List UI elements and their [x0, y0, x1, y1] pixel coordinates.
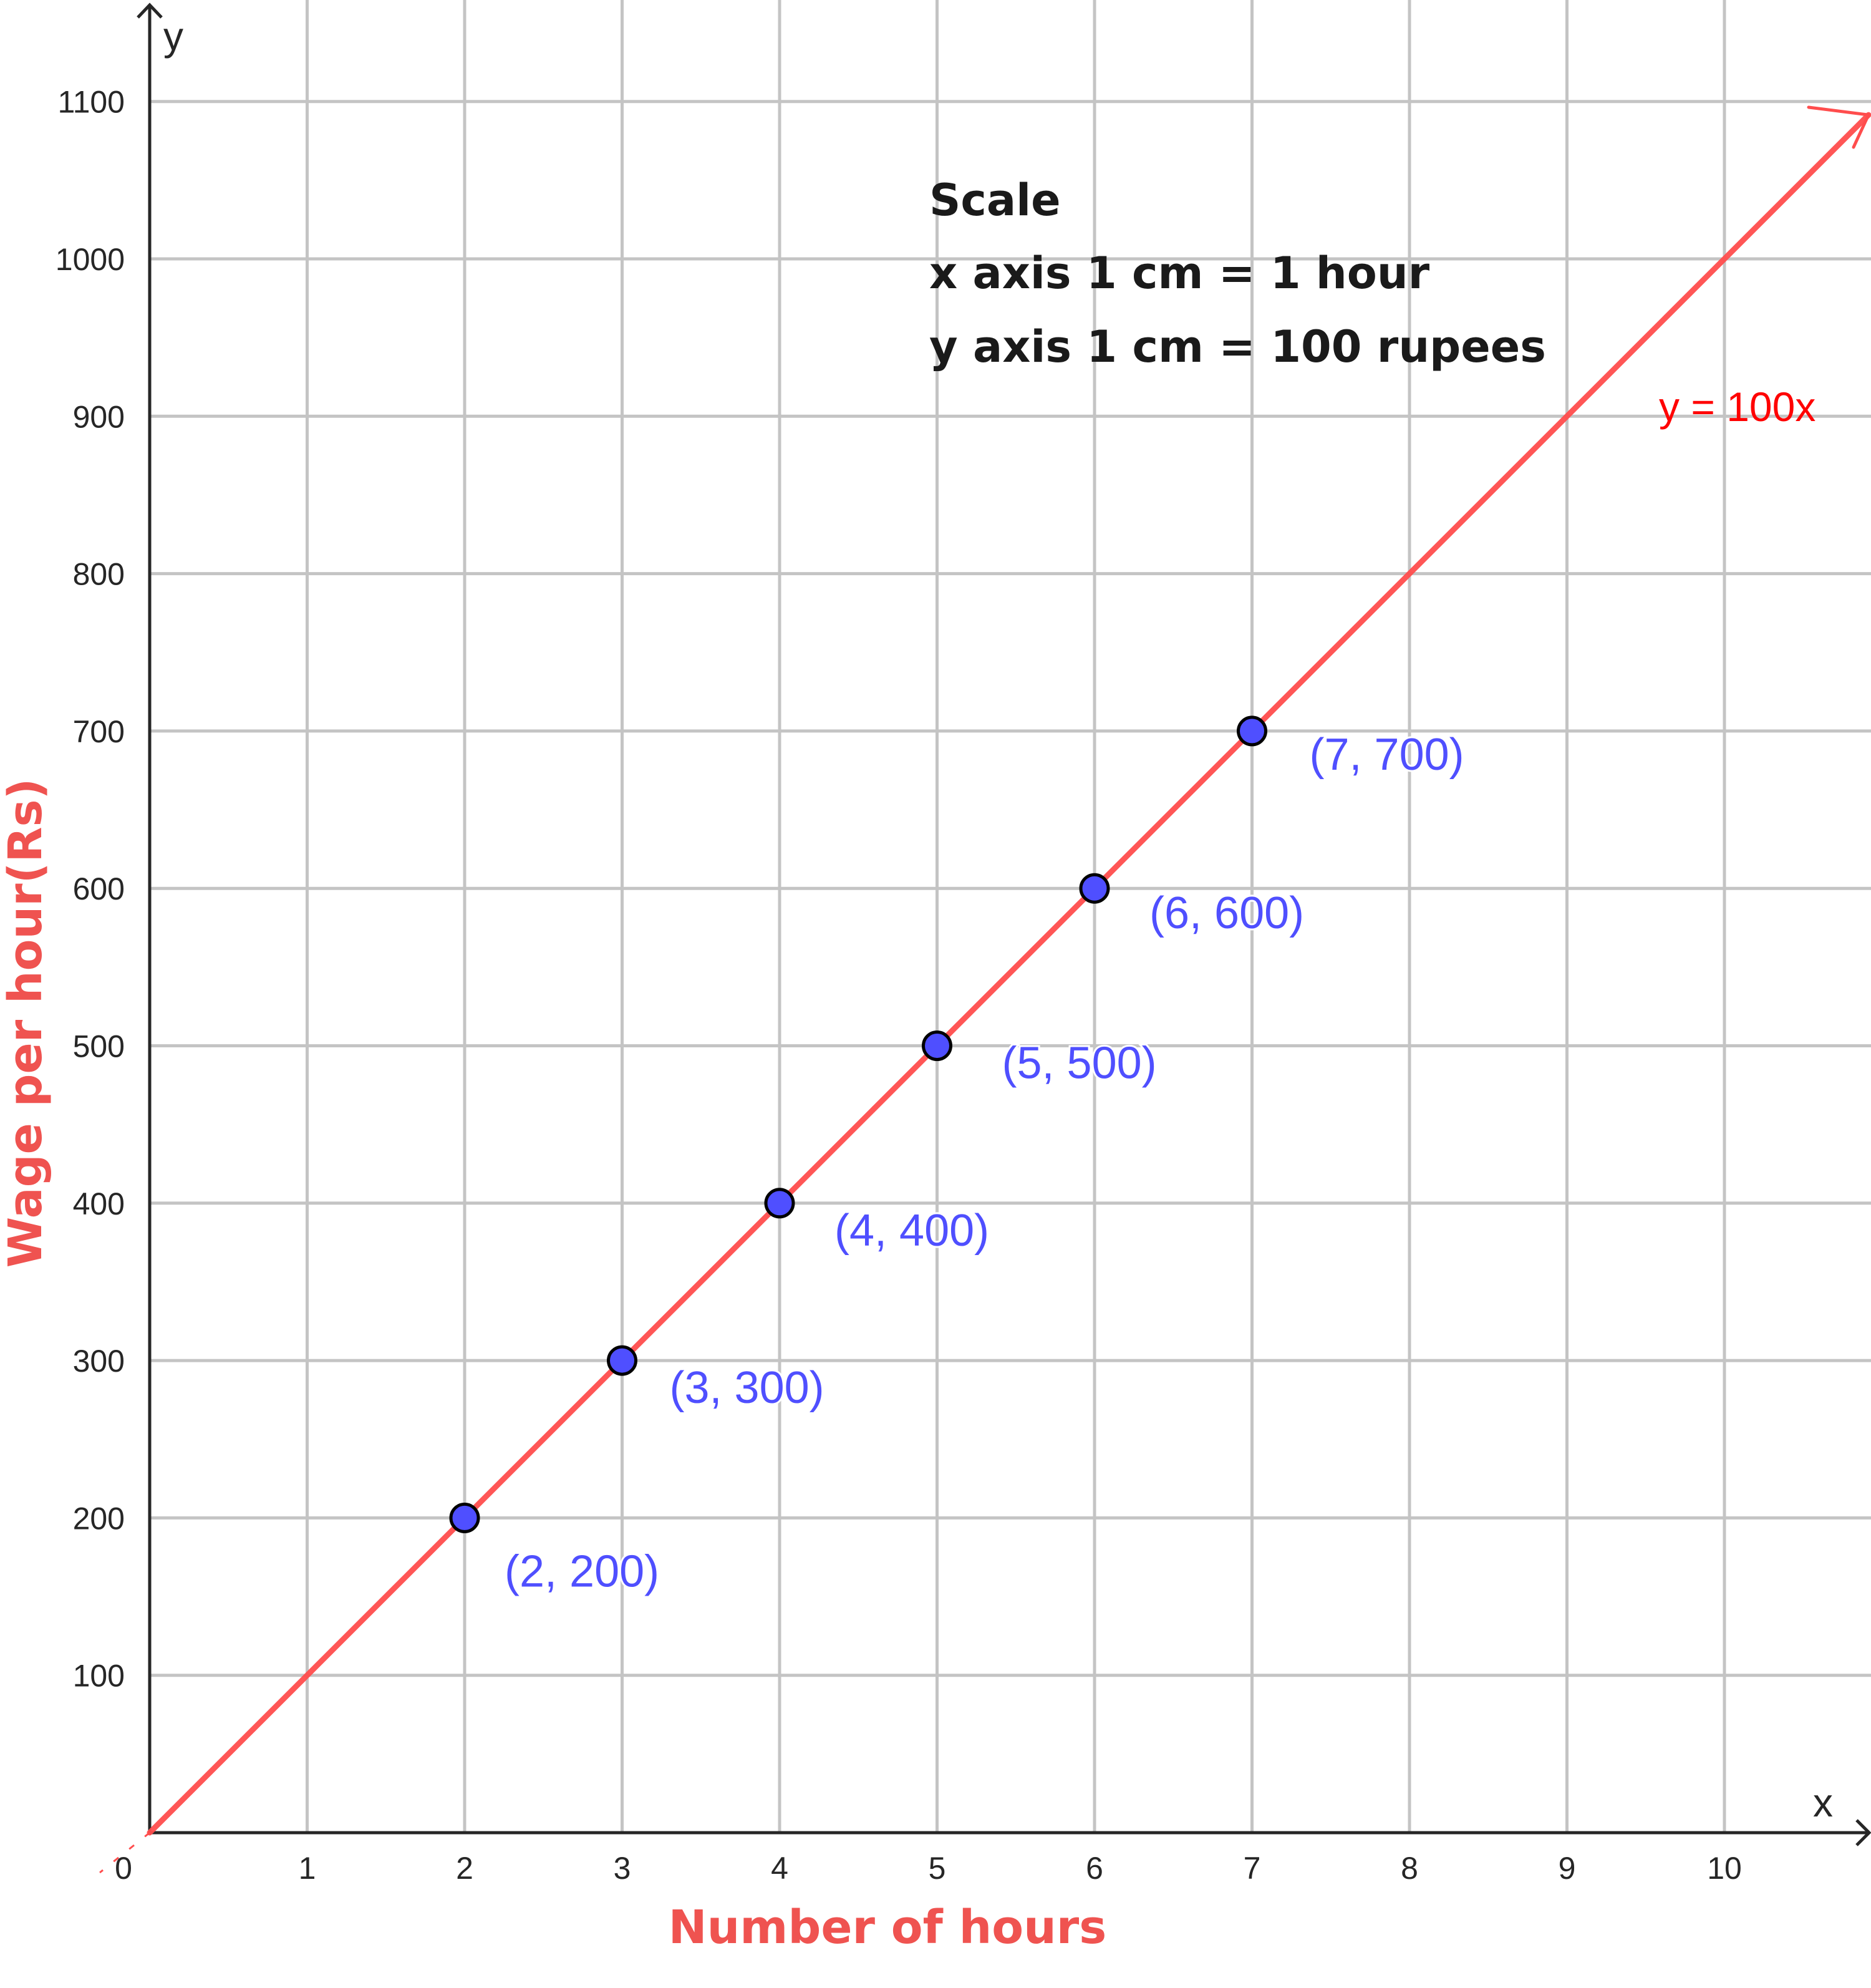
- data-point-label: (4, 400): [834, 1206, 989, 1256]
- x-tick-label: 2: [456, 1851, 473, 1886]
- y-axis-symbol: y: [163, 14, 183, 59]
- x-tick-label: 6: [1086, 1851, 1103, 1886]
- data-point: [922, 1030, 952, 1061]
- data-point: [607, 1345, 637, 1376]
- x-tick-label: 5: [929, 1851, 946, 1886]
- data-point-label: (2, 200): [505, 1546, 659, 1596]
- y-tick-label: 1100: [57, 85, 125, 120]
- scale-x-note: x axis 1 cm = 1 hour: [929, 248, 1430, 299]
- y-tick-label: 500: [73, 1029, 125, 1064]
- data-point: [1237, 715, 1267, 747]
- y-tick-label: 400: [73, 1186, 125, 1221]
- y-tick-label: 600: [73, 871, 125, 906]
- scale-y-note: y axis 1 cm = 100 rupees: [929, 321, 1546, 372]
- x-tick-label: 1: [299, 1851, 316, 1886]
- y-tick-label: 300: [73, 1344, 125, 1379]
- x-axis-title: Number of hours: [669, 1901, 1107, 1954]
- x-axis-symbol: x: [1813, 1780, 1833, 1825]
- x-tick-label: 0: [115, 1851, 132, 1886]
- data-point-label: (3, 300): [670, 1363, 824, 1413]
- data-point: [764, 1188, 795, 1219]
- y-tick-label: 200: [73, 1501, 125, 1536]
- y-tick-label: 900: [73, 399, 125, 434]
- x-tick-label: 10: [1707, 1851, 1742, 1886]
- y-tick-label: 100: [73, 1659, 125, 1694]
- x-tick-label: 7: [1244, 1851, 1261, 1886]
- tick-labels: 0 1 2 3 4 5 6 7 8 9 10 100 200 300 400 500 600 700 800 900 1…: [56, 85, 1742, 1886]
- data-points: (2, 200) (3, 300) (4, 400) (5, 500) (6, 600)…: [449, 715, 1466, 1598]
- equation-label: y = 100x: [1659, 384, 1815, 430]
- y-tick-label: 700: [73, 714, 125, 749]
- data-point: [1079, 873, 1110, 904]
- scale-title: Scale: [929, 175, 1061, 226]
- y-tick-label: 1000: [56, 242, 125, 277]
- x-tick-label: 4: [771, 1851, 788, 1886]
- x-axis-arrow-icon: [1855, 1819, 1871, 1846]
- function-line: [147, 112, 1871, 1836]
- x-tick-label: 3: [614, 1851, 631, 1886]
- data-point: [449, 1502, 480, 1533]
- data-point-label: (7, 700): [1310, 730, 1464, 780]
- line-y-equals-100x: [99, 105, 1871, 1874]
- axes: [137, 2, 1871, 1846]
- grid-lines: [150, 0, 1871, 1833]
- y-axis-title: Wage per hour(Rs): [0, 778, 52, 1268]
- x-tick-label: 9: [1559, 1851, 1576, 1886]
- x-tick-label: 8: [1401, 1851, 1418, 1886]
- line-arrow-icon: [1807, 105, 1871, 149]
- data-point-label: (5, 500): [1002, 1039, 1157, 1089]
- y-tick-label: 800: [73, 557, 125, 592]
- data-point-label: (6, 600): [1149, 888, 1304, 938]
- y-axis-arrow-icon: [137, 2, 163, 19]
